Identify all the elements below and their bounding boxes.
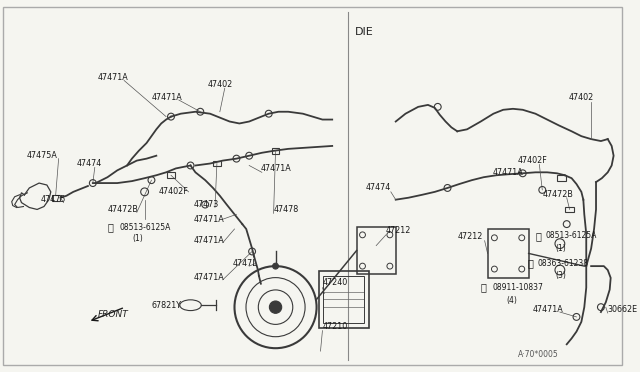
Text: 47402: 47402 (208, 80, 234, 89)
Bar (557, 175, 566, 181)
Text: 47471A: 47471A (193, 273, 224, 282)
Text: 47471A: 47471A (193, 236, 224, 245)
Text: 4747L: 4747L (232, 259, 257, 268)
Text: 47212: 47212 (386, 227, 412, 235)
Text: (1): (1) (555, 244, 566, 253)
Circle shape (269, 301, 282, 313)
Text: 47402F: 47402F (158, 187, 188, 196)
Bar (52, 195, 60, 201)
Text: 08911-10837: 08911-10837 (492, 283, 543, 292)
Text: 47474: 47474 (365, 183, 390, 192)
Bar (565, 206, 574, 212)
Bar (356, 227, 396, 274)
Text: 30662E: 30662E (608, 305, 638, 314)
Text: 47402F: 47402F (518, 156, 548, 165)
Text: 47474: 47474 (76, 159, 102, 168)
Text: Ⓢ: Ⓢ (108, 222, 113, 232)
Bar (271, 148, 280, 154)
Text: 47473: 47473 (193, 200, 219, 209)
Bar (488, 229, 529, 278)
Text: 47475: 47475 (41, 195, 67, 204)
Text: 47240: 47240 (323, 278, 348, 287)
Text: FRONT: FRONT (98, 311, 129, 320)
Text: 47471A: 47471A (98, 73, 129, 82)
Circle shape (273, 263, 278, 269)
Text: 47475A: 47475A (26, 151, 57, 160)
Text: 08513-6125A: 08513-6125A (119, 222, 171, 231)
Text: 47471A: 47471A (492, 168, 524, 177)
Bar (323, 276, 364, 323)
Text: 47472B: 47472B (542, 190, 573, 199)
Bar (319, 271, 369, 328)
Text: 08513-6125A: 08513-6125A (545, 231, 596, 240)
Text: 47478: 47478 (273, 205, 299, 214)
Text: Ⓝ: Ⓝ (481, 283, 486, 293)
Text: 47471A: 47471A (152, 93, 182, 102)
Text: 08363-61238: 08363-61238 (538, 259, 588, 268)
Text: (3): (3) (555, 272, 566, 280)
Text: (1): (1) (132, 234, 143, 243)
Text: DIE: DIE (355, 27, 373, 36)
Text: 47402: 47402 (569, 93, 594, 102)
Text: 47471A: 47471A (532, 305, 563, 314)
Bar (213, 161, 221, 166)
Text: A·70*0005: A·70*0005 (518, 350, 559, 359)
Text: 67821Y: 67821Y (152, 301, 182, 310)
Text: Ⓢ: Ⓢ (527, 258, 534, 268)
Bar (166, 172, 175, 178)
Text: (4): (4) (506, 296, 517, 305)
Text: 47471A: 47471A (261, 164, 292, 173)
Text: 47212: 47212 (457, 232, 483, 241)
Text: Ⓢ: Ⓢ (536, 231, 541, 241)
Text: 47210: 47210 (323, 322, 348, 331)
Text: 47472B: 47472B (108, 205, 138, 214)
Text: 47471A: 47471A (193, 215, 224, 224)
